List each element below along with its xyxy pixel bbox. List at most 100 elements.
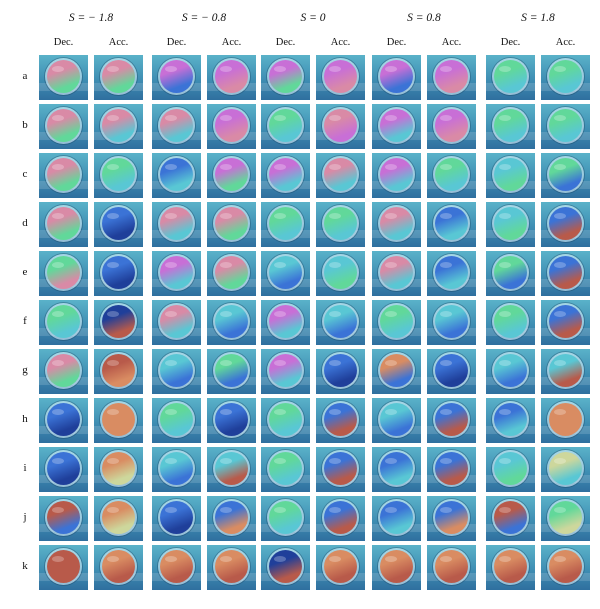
droplet-image [541,251,590,296]
droplet-highlight [440,66,452,72]
droplet-image [207,104,256,149]
droplet-image [372,55,421,100]
droplet-image [486,202,535,247]
droplet-ring [322,303,359,340]
droplet-interference-pattern [435,452,468,485]
droplet-image [427,496,476,541]
droplet-ring [433,499,470,536]
droplet-ring [45,58,82,95]
droplet-highlight [385,213,397,219]
droplet-ring [213,107,250,144]
droplet-highlight [329,409,341,415]
droplet-ring [547,205,584,242]
droplet-ring [267,254,304,291]
droplet-interference-pattern [160,452,193,485]
droplet-ring [492,450,529,487]
droplet-highlight [274,213,286,219]
droplet-image [316,545,365,590]
droplet-image [152,398,201,443]
droplet-ring [322,401,359,438]
droplet-image [427,300,476,345]
droplet-ring [378,58,415,95]
droplet-interference-pattern [47,256,80,289]
droplet-interference-pattern [549,501,582,534]
droplet-interference-pattern [215,452,248,485]
droplet-image [152,496,201,541]
column-label: Dec. [386,37,407,48]
droplet-ring [322,352,359,389]
droplet-highlight [329,262,341,268]
droplet-image [316,349,365,394]
droplet-interference-pattern [215,550,248,583]
droplet-interference-pattern [47,109,80,142]
droplet-highlight [165,556,177,562]
droplet-image [486,300,535,345]
droplet-ring [547,499,584,536]
droplet-highlight [499,262,511,268]
droplet-image [541,447,590,492]
droplet-interference-pattern [494,501,527,534]
droplet-highlight [554,262,566,268]
droplet-ring [158,450,195,487]
droplet-ring [213,205,250,242]
droplet-highlight [440,507,452,513]
droplet-image [261,349,310,394]
droplet-ring [322,205,359,242]
droplet-ring [213,352,250,389]
droplet-interference-pattern [549,109,582,142]
droplet-highlight [165,66,177,72]
droplet-highlight [440,213,452,219]
droplet-interference-pattern [269,158,302,191]
droplet-ring [100,58,137,95]
row-label: h [22,413,28,425]
droplet-interference-pattern [494,305,527,338]
droplet-ring [267,107,304,144]
droplet-interference-pattern [47,452,80,485]
droplet-image [541,202,590,247]
droplet-interference-pattern [435,403,468,436]
droplet-ring [433,303,470,340]
droplet-image [94,104,143,149]
droplet-image [372,251,421,296]
droplet-highlight [52,213,64,219]
droplet-interference-pattern [102,158,135,191]
droplet-ring [433,401,470,438]
droplet-interference-pattern [549,354,582,387]
droplet-ring [45,205,82,242]
droplet-ring [378,499,415,536]
droplet-image [316,251,365,296]
column-label: Dec. [53,37,74,48]
group-title: S = − 0.8 [181,12,227,24]
column-label: Acc. [108,37,129,48]
droplet-highlight [554,66,566,72]
droplet-highlight [274,507,286,513]
droplet-ring [213,548,250,585]
droplet-highlight [165,164,177,170]
column-label: Dec. [500,37,521,48]
droplet-image [207,496,256,541]
droplet-highlight [52,66,64,72]
droplet-highlight [274,66,286,72]
droplet-image [372,545,421,590]
droplet-ring [378,548,415,585]
droplet-ring [267,303,304,340]
droplet-highlight [107,164,119,170]
droplet-interference-pattern [215,207,248,240]
droplet-ring [267,352,304,389]
droplet-interference-pattern [494,207,527,240]
droplet-highlight [385,507,397,513]
droplet-highlight [499,409,511,415]
droplet-highlight [165,311,177,317]
droplet-ring [492,401,529,438]
droplet-highlight [385,360,397,366]
droplet-highlight [165,360,177,366]
droplet-ring [322,254,359,291]
droplet-highlight [385,556,397,562]
droplet-image [94,398,143,443]
droplet-ring [100,450,137,487]
droplet-ring [322,107,359,144]
droplet-ring [378,205,415,242]
droplet-highlight [52,507,64,513]
droplet-ring [158,499,195,536]
